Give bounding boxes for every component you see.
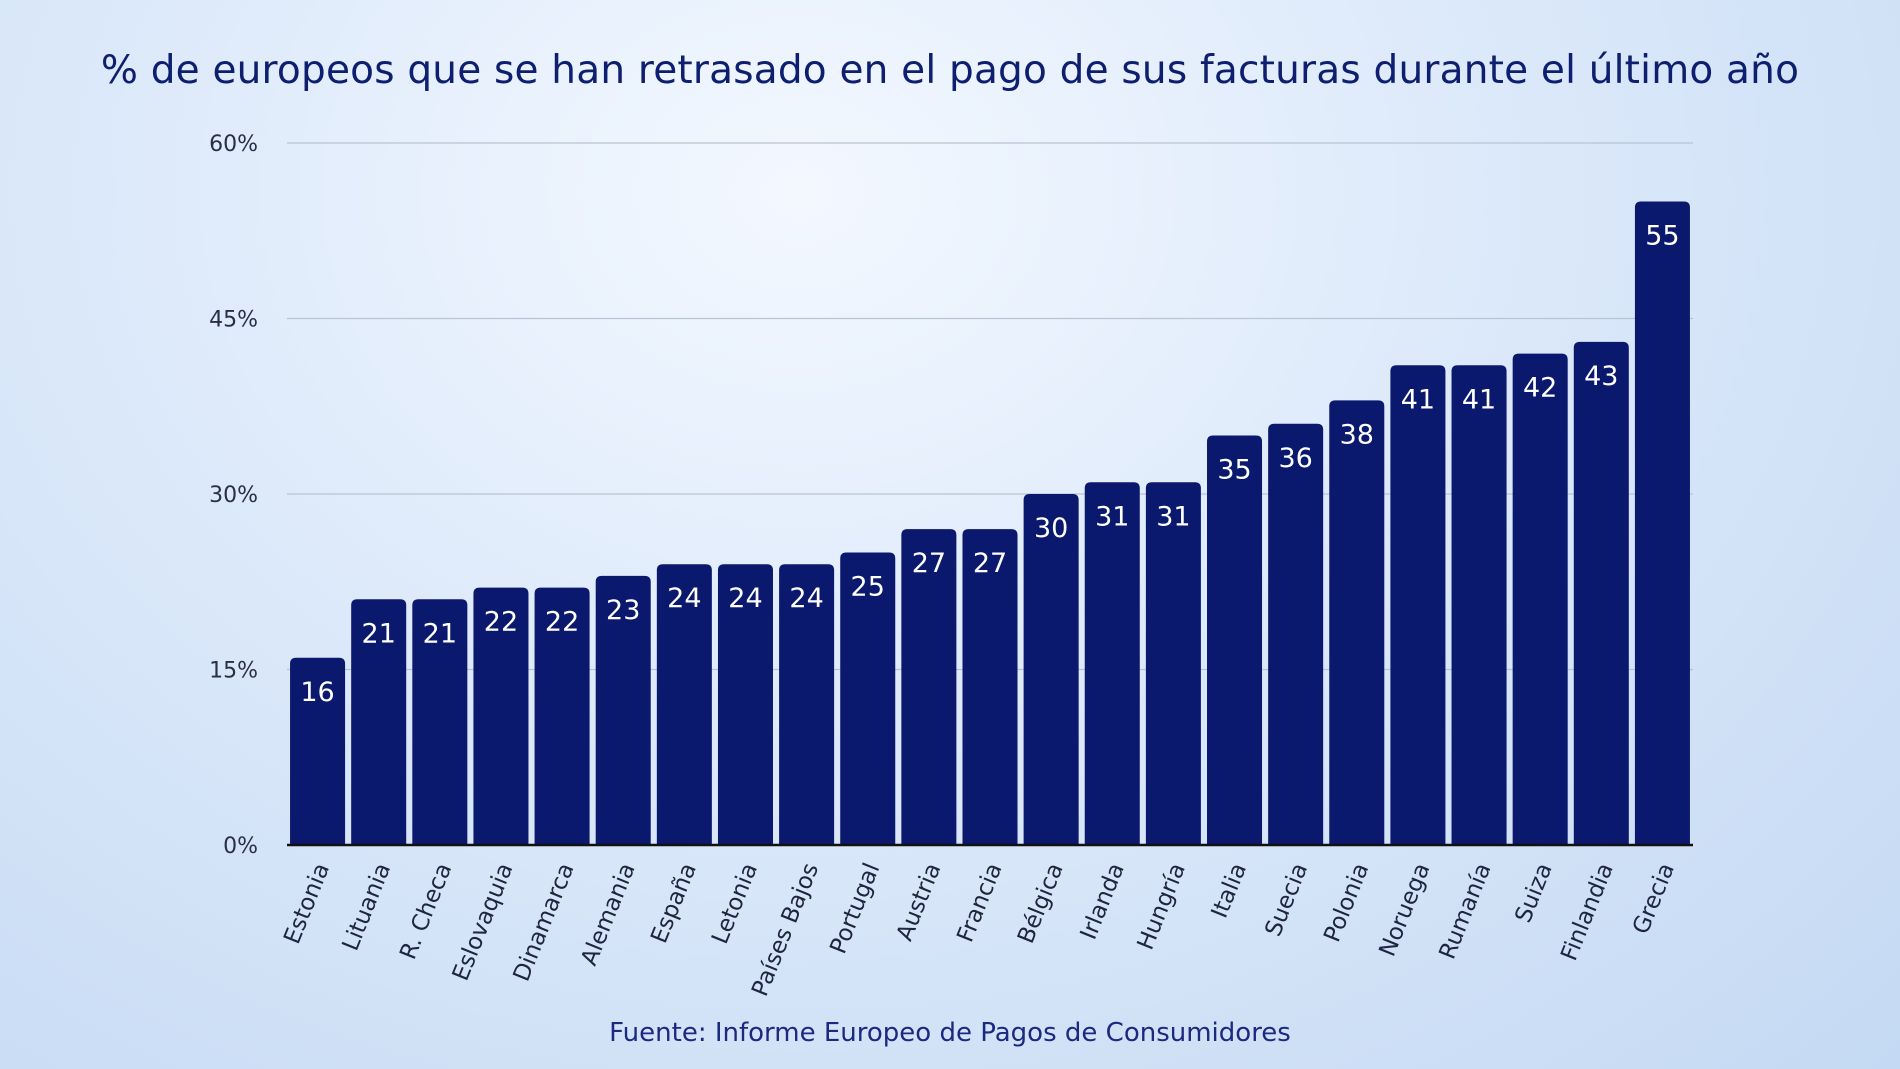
- data-label: 43: [1584, 361, 1618, 392]
- bar-hungría: [1145, 482, 1201, 845]
- x-tick-label: Grecia: [1628, 860, 1680, 938]
- bar-grecia: [1634, 201, 1690, 845]
- x-tick-label: España: [646, 860, 702, 948]
- data-label: 22: [545, 607, 579, 638]
- bar-bélgica: [1023, 494, 1079, 845]
- data-label: 41: [1401, 384, 1435, 415]
- data-label: 55: [1645, 221, 1679, 252]
- bar-portugal: [840, 552, 896, 845]
- data-label: 27: [973, 548, 1007, 579]
- source-note: Fuente: Informe Europeo de Pagos de Cons…: [609, 1018, 1291, 1048]
- data-label: 22: [484, 607, 518, 638]
- x-tick-label: Irlanda: [1076, 860, 1130, 944]
- x-tick-label: Francia: [952, 860, 1007, 947]
- bar-españa: [656, 564, 712, 845]
- x-tick-label: Portugal: [826, 860, 886, 958]
- x-tick-label: Bélgica: [1013, 860, 1069, 948]
- x-tick-label: Suecia: [1260, 860, 1313, 941]
- y-tick-label: 60%: [209, 132, 258, 157]
- x-tick-label: Austria: [892, 860, 947, 945]
- bar-rumanía: [1451, 365, 1507, 845]
- x-tick-label: Letonia: [707, 860, 763, 948]
- x-tick-label: Finlandia: [1556, 860, 1619, 965]
- bar-italia: [1207, 435, 1263, 845]
- data-label: 21: [362, 618, 396, 649]
- x-tick-label: Lituania: [338, 860, 397, 955]
- data-label: 31: [1156, 501, 1190, 532]
- x-axis-ticks: Estonia Lituania R. ChecaEslovaquiaDinamar…: [279, 860, 1680, 1001]
- y-axis-ticks: 0% 15% 30% 45% 60%: [209, 132, 258, 859]
- bar-lituania: [351, 599, 407, 845]
- bar-r-checa: [412, 599, 468, 845]
- data-label: 31: [1095, 501, 1129, 532]
- data-label: 36: [1278, 443, 1312, 474]
- data-label: 42: [1523, 373, 1557, 404]
- data-label: 25: [851, 572, 885, 603]
- data-label: 21: [423, 618, 457, 649]
- x-tick-label: Países Bajos: [747, 860, 824, 1001]
- data-label: 16: [300, 677, 334, 708]
- x-tick-label: Italia: [1207, 860, 1252, 922]
- x-tick-label: Estonia: [279, 860, 335, 948]
- x-tick-label: Rumanía: [1435, 860, 1497, 963]
- bar-irlanda: [1084, 482, 1140, 845]
- bar-suecia: [1268, 423, 1324, 845]
- x-tick-label: Suiza: [1511, 860, 1558, 927]
- bar-países-bajos: [779, 564, 835, 845]
- x-tick-label: Polonia: [1319, 860, 1374, 946]
- x-tick-label: Alemania: [576, 860, 641, 970]
- bar-dinamarca: [534, 587, 590, 845]
- data-label: 38: [1340, 419, 1374, 450]
- bar-francia: [962, 529, 1018, 845]
- chart-title: % de europeos que se han retrasado en el…: [100, 48, 1800, 93]
- x-tick-label: Hungría: [1133, 860, 1191, 954]
- data-label: 35: [1217, 455, 1251, 486]
- bar-estonia: [290, 657, 346, 845]
- data-label: 41: [1462, 384, 1496, 415]
- x-tick-label: Dinamarca: [509, 860, 580, 986]
- data-label: 24: [728, 583, 762, 614]
- data-label: 24: [789, 583, 823, 614]
- y-tick-label: 0%: [223, 834, 258, 859]
- y-tick-label: 45%: [209, 308, 258, 333]
- bar-noruega: [1390, 365, 1446, 845]
- bars: [290, 201, 1690, 845]
- x-tick-label: R. Checa: [395, 860, 457, 964]
- data-label: 27: [912, 548, 946, 579]
- bar-letonia: [717, 564, 773, 845]
- data-labels: 16 21 21 22 22 23 24 24 24 25 27 27 30 31 31 35 36 38 41 41…: [300, 221, 1679, 708]
- bar-eslovaquia: [473, 587, 529, 845]
- y-tick-label: 30%: [209, 483, 258, 508]
- data-label: 24: [667, 583, 701, 614]
- bar-suiza: [1512, 353, 1568, 845]
- bar-austria: [901, 529, 957, 845]
- y-tick-label: 15%: [209, 659, 258, 684]
- bar-polonia: [1329, 400, 1385, 845]
- data-label: 30: [1034, 513, 1068, 544]
- data-label: 23: [606, 595, 640, 626]
- x-tick-label: Eslovaquia: [448, 860, 519, 985]
- x-tick-label: Noruega: [1375, 860, 1436, 961]
- bar-finlandia: [1573, 341, 1629, 845]
- bar-alemania: [595, 575, 651, 845]
